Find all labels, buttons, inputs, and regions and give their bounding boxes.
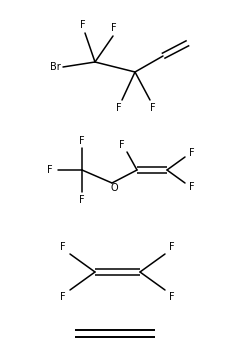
Text: F: F (150, 103, 155, 113)
Text: F: F (79, 136, 85, 146)
Text: F: F (169, 242, 174, 252)
Text: O: O (110, 183, 117, 193)
Text: F: F (188, 148, 194, 158)
Text: F: F (119, 140, 124, 150)
Text: F: F (80, 20, 85, 30)
Text: F: F (169, 292, 174, 302)
Text: F: F (111, 23, 116, 33)
Text: F: F (188, 182, 194, 192)
Text: F: F (60, 242, 65, 252)
Text: F: F (47, 165, 53, 175)
Text: F: F (79, 195, 85, 205)
Text: F: F (60, 292, 65, 302)
Text: Br: Br (49, 62, 60, 72)
Text: F: F (116, 103, 121, 113)
